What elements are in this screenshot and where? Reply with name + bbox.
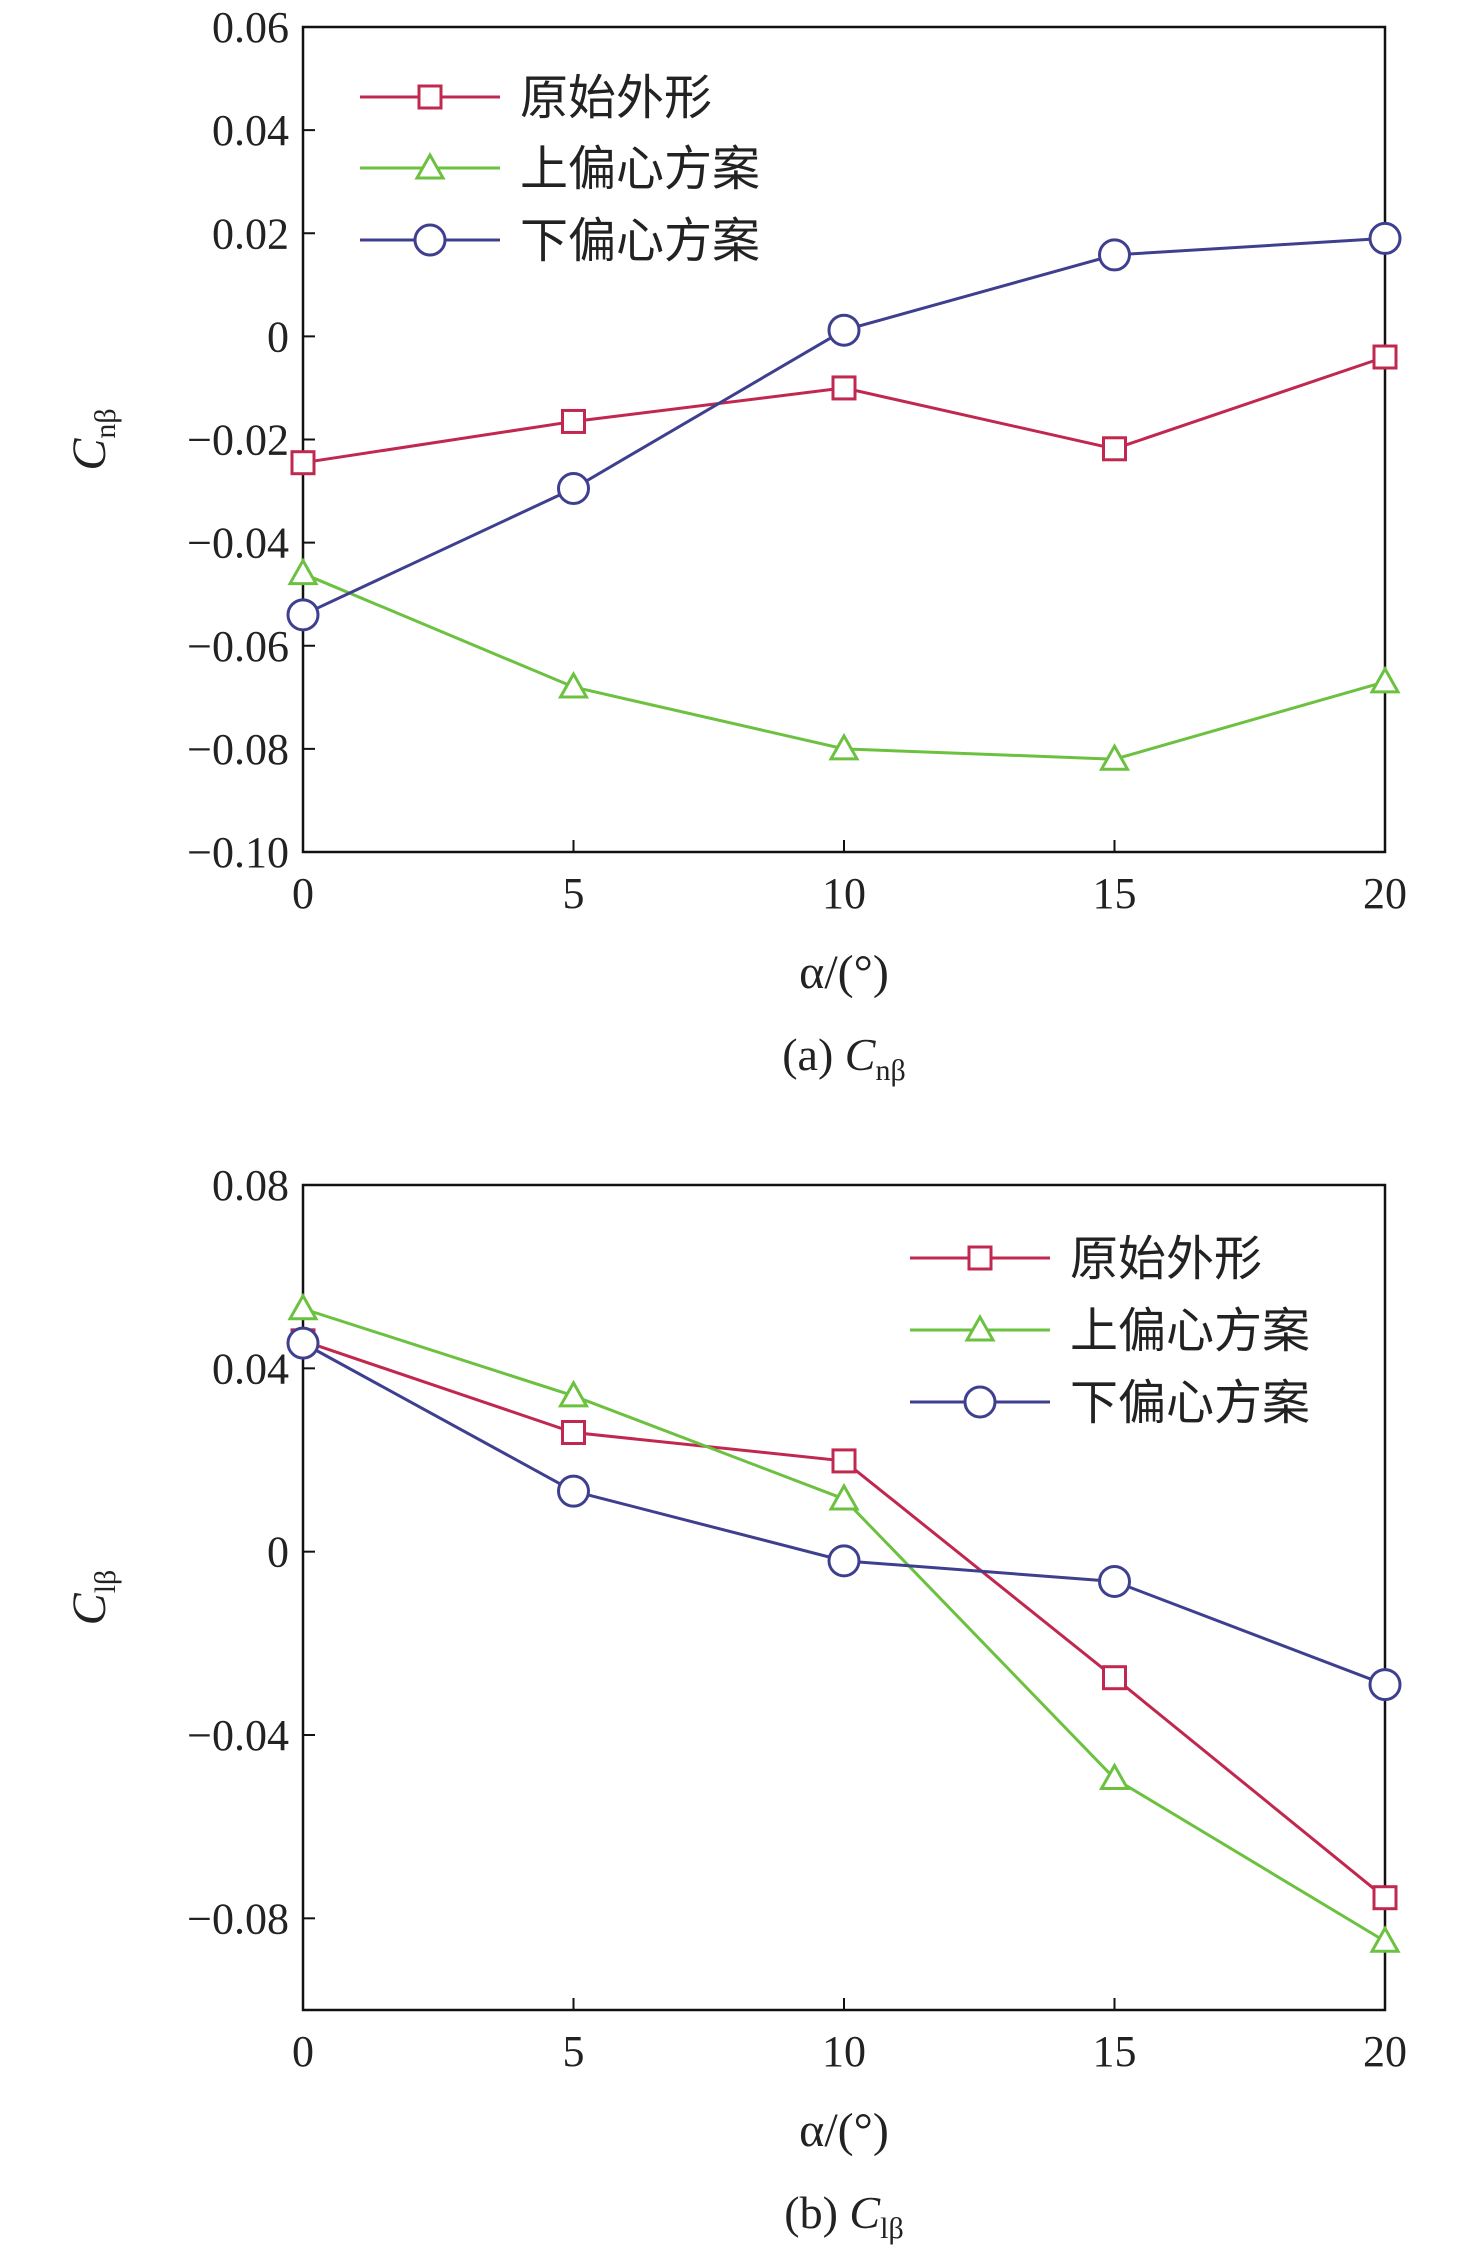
data-point-circle xyxy=(1368,221,1402,255)
y-tick-label: −0.08 xyxy=(187,1894,289,1943)
chart-panel-b: 0.080.040−0.04−0.080 5 10 15 20α/(°)Clβ(b) C… xyxy=(63,1161,1407,2245)
series-line xyxy=(302,572,1386,761)
y-axis-label-subscript: nβ xyxy=(89,408,122,438)
legend-marker-triangle xyxy=(414,151,446,180)
data-point-square xyxy=(831,1448,857,1474)
legend-marker-circle xyxy=(963,1385,997,1419)
data-point-circle xyxy=(827,313,861,347)
panel-caption-subscript: nβ xyxy=(875,1054,905,1087)
y-tick-label: 0.02 xyxy=(212,209,289,258)
y-tick-label: −0.08 xyxy=(187,725,289,774)
data-point-circle xyxy=(286,598,320,632)
legend-marker-circle xyxy=(413,223,447,257)
data-point-triangle xyxy=(1098,743,1131,771)
y-axis-label: Clβ xyxy=(63,1570,122,1626)
data-point-square xyxy=(831,375,857,401)
data-point-circle xyxy=(286,1326,320,1360)
x-tick-label: 20 xyxy=(1363,2027,1407,2076)
data-point-triangle xyxy=(287,557,319,586)
legend-marker-square xyxy=(967,1245,993,1271)
x-tick-label: 15 xyxy=(1093,2027,1137,2076)
y-tick-label: −0.10 xyxy=(187,828,289,877)
data-point-circle xyxy=(557,1474,590,1508)
data-point-square xyxy=(290,450,316,476)
chart-panel-a: 0.060.040.020−0.02−0.04−0.06−0.08−0.100 5… xyxy=(63,3,1407,1087)
x-tick-label: 20 xyxy=(1363,869,1407,918)
x-tick-label: 0 xyxy=(292,869,314,918)
legend-label: 上偏心方案 xyxy=(1070,1303,1310,1359)
legend-label: 原始外形 xyxy=(520,70,712,126)
x-tick-label: 5 xyxy=(563,869,585,918)
y-tick-label: −0.02 xyxy=(187,416,289,465)
y-tick-label: 0 xyxy=(267,312,289,361)
series-line xyxy=(302,236,1386,617)
data-point-square xyxy=(561,1420,586,1445)
panel-caption-subscript: lβ xyxy=(880,2212,904,2245)
x-tick-label: 10 xyxy=(822,2027,866,2076)
y-axis-label-subscript: lβ xyxy=(89,1570,122,1594)
y-tick-label: −0.04 xyxy=(187,519,289,568)
x-axis-label: α/(°) xyxy=(799,946,889,999)
x-tick-label: 15 xyxy=(1093,869,1137,918)
y-tick-label: 0.04 xyxy=(212,106,289,155)
series-line xyxy=(302,355,1386,465)
panel-caption-text: (b) xyxy=(784,2187,849,2238)
data-point-triangle xyxy=(287,1292,319,1321)
legend-label: 下偏心方案 xyxy=(520,213,760,269)
y-tick-label: −0.04 xyxy=(187,1711,289,1760)
x-axis-label: α/(°) xyxy=(799,2104,889,2157)
data-point-triangle xyxy=(557,670,590,699)
y-tick-label: −0.06 xyxy=(187,622,289,671)
y-axis-label: Cnβ xyxy=(63,408,122,470)
series-1 xyxy=(287,1292,1401,1953)
data-point-circle xyxy=(1098,1564,1131,1598)
panel-caption-symbol: C xyxy=(849,2187,881,2238)
data-point-triangle xyxy=(1098,1762,1131,1791)
data-point-square xyxy=(1102,1665,1127,1691)
panel-caption-text: (a) xyxy=(782,1029,845,1080)
series-1 xyxy=(287,557,1401,771)
data-point-circle xyxy=(1098,238,1131,272)
data-point-circle xyxy=(1368,1668,1402,1702)
data-point-triangle xyxy=(828,732,860,761)
y-tick-label: 0.08 xyxy=(212,1161,289,1210)
legend-label: 上偏心方案 xyxy=(520,141,760,197)
y-tick-label: 0.04 xyxy=(212,1344,289,1393)
data-point-square xyxy=(561,408,586,434)
series-2 xyxy=(286,221,1402,632)
data-point-square xyxy=(1372,344,1398,370)
data-point-circle xyxy=(557,471,590,505)
data-point-triangle xyxy=(557,1379,590,1408)
x-tick-label: 5 xyxy=(563,2027,585,2076)
x-tick-label: 0 xyxy=(292,2027,314,2076)
panel-caption-symbol: C xyxy=(845,1029,877,1080)
data-point-square xyxy=(1102,436,1127,462)
data-point-triangle xyxy=(1369,1925,1401,1953)
x-tick-label: 10 xyxy=(822,869,866,918)
legend-label: 下偏心方案 xyxy=(1070,1375,1310,1431)
y-tick-label: 0.06 xyxy=(212,3,289,52)
panel-caption: (a) Cnβ xyxy=(782,1029,906,1087)
series-2 xyxy=(286,1326,1402,1702)
data-point-square xyxy=(1372,1885,1398,1911)
data-point-triangle xyxy=(828,1482,860,1511)
legend-marker-square xyxy=(417,84,443,110)
legend-label: 原始外形 xyxy=(1070,1231,1262,1287)
data-point-circle xyxy=(827,1544,861,1578)
y-tick-label: 0 xyxy=(267,1528,289,1577)
data-point-triangle xyxy=(1369,665,1401,694)
legend-marker-triangle xyxy=(964,1313,996,1342)
panel-caption: (b) Clβ xyxy=(784,2187,903,2245)
series-0 xyxy=(290,344,1398,476)
